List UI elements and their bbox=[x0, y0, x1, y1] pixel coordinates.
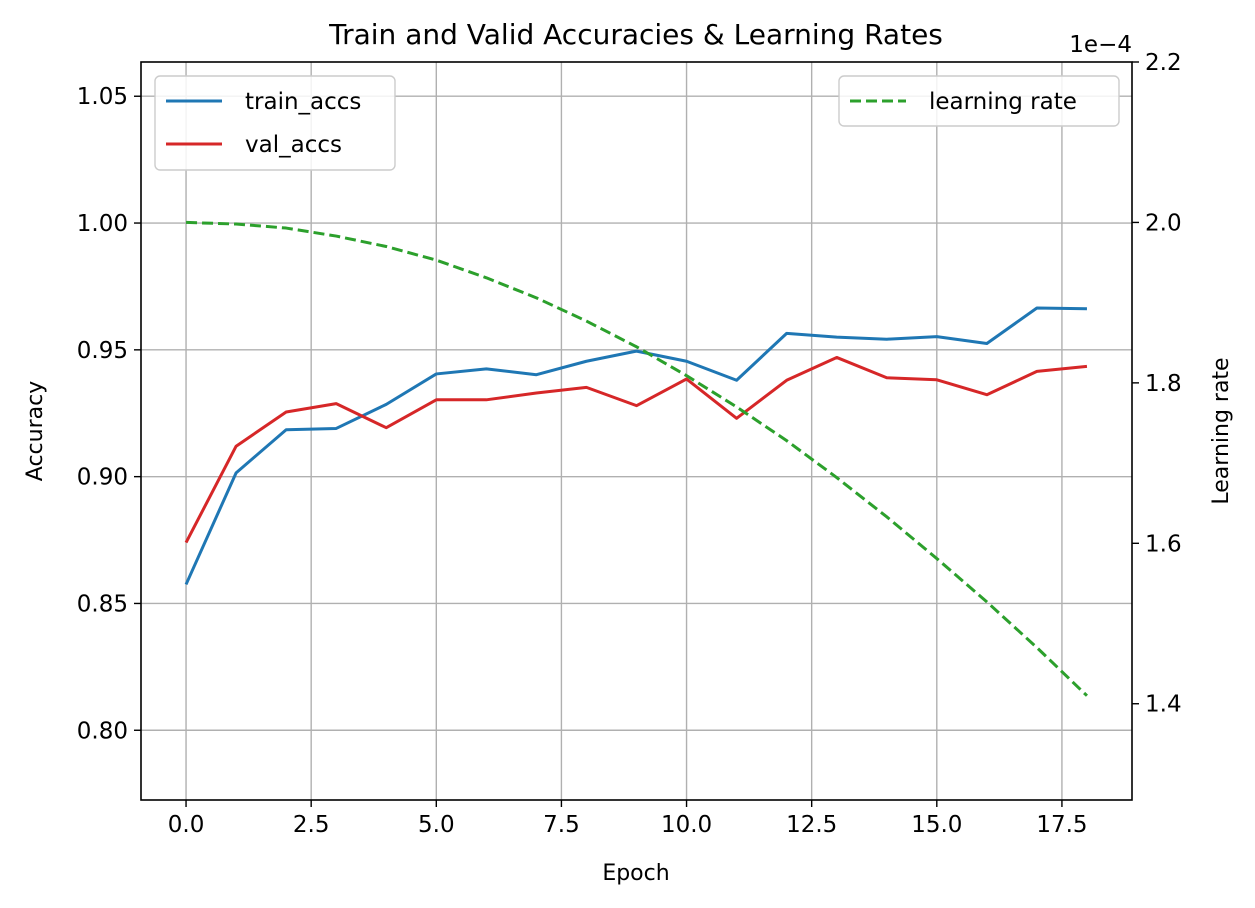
y-tick-label: 0.80 bbox=[77, 718, 128, 744]
legend-box-top-right bbox=[838, 75, 1120, 127]
chart-title: Train and Valid Accuracies & Learning Ra… bbox=[328, 18, 943, 51]
legend-label: learning rate bbox=[929, 89, 1077, 115]
y2-offset-text: 1e−4 bbox=[1069, 32, 1132, 58]
plot-frame bbox=[140, 61, 1133, 801]
y-tick-label: 0.85 bbox=[77, 591, 128, 617]
y2-tick-label: 1.4 bbox=[1145, 692, 1182, 718]
x-tick-label: 0.0 bbox=[168, 812, 205, 838]
legend-layer: train_accs val_accs learning rate bbox=[154, 75, 1120, 171]
x-axis-label: Epoch bbox=[602, 861, 669, 886]
series-layer bbox=[184, 220, 1088, 697]
y2-tick-label: 1.8 bbox=[1145, 371, 1182, 397]
ticks-layer: 0.0 2.5 5.0 7.5 10.0 12.5 15.0 17.5 0.80 0.85 0.90… bbox=[77, 50, 1182, 838]
y2-axis-label: Learning rate bbox=[1209, 357, 1234, 504]
y2-tick-label: 2.0 bbox=[1145, 210, 1182, 236]
y2-tick-label: 1.6 bbox=[1145, 531, 1182, 557]
x-tick-label: 2.5 bbox=[293, 812, 330, 838]
x-tick-label: 5.0 bbox=[418, 812, 455, 838]
x-tick-label: 15.0 bbox=[911, 812, 962, 838]
y-tick-label: 0.95 bbox=[77, 338, 128, 364]
legend-label: train_accs bbox=[245, 89, 361, 115]
series-line-train-accs bbox=[184, 306, 1087, 586]
legend-label: val_accs bbox=[245, 132, 342, 158]
x-tick-label: 10.0 bbox=[661, 812, 712, 838]
series-line-learning-rate bbox=[186, 220, 1088, 697]
y-tick-label: 1.05 bbox=[77, 84, 128, 110]
y-tick-label: 0.90 bbox=[77, 465, 128, 491]
y2-tick-label: 2.2 bbox=[1145, 50, 1182, 76]
y-axis-label: Accuracy bbox=[23, 381, 48, 481]
x-tick-label: 17.5 bbox=[1036, 812, 1087, 838]
x-tick-label: 12.5 bbox=[786, 812, 837, 838]
series-line-val-accs bbox=[184, 355, 1088, 544]
y-tick-label: 1.00 bbox=[77, 211, 128, 237]
x-tick-label: 7.5 bbox=[543, 812, 580, 838]
